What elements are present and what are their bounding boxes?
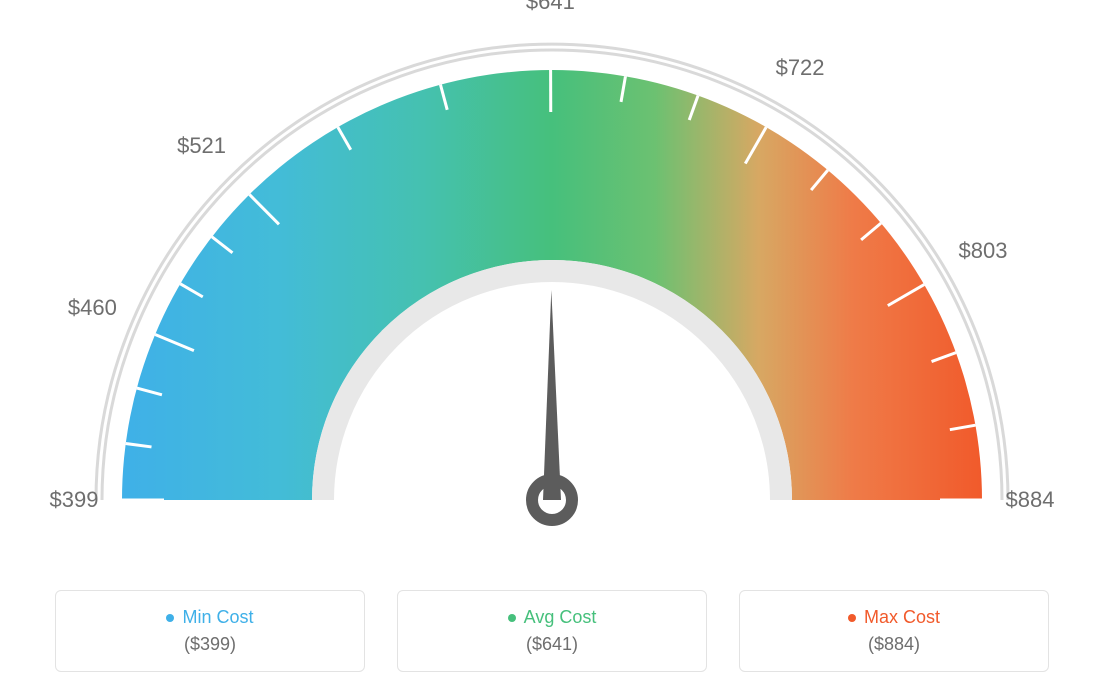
legend-title-text: Avg Cost: [524, 607, 597, 628]
legend-title: Avg Cost: [508, 607, 597, 628]
gauge-tick-label: $641: [526, 0, 575, 15]
gauge-tick-label: $399: [50, 487, 99, 513]
gauge-tick-label: $460: [68, 295, 117, 321]
gauge-tick-label: $722: [776, 55, 825, 81]
legend-dot-icon: [508, 614, 516, 622]
gauge-tick-label: $521: [177, 133, 226, 159]
gauge-chart: $399 $460 $521 $641 $722 $803 $884: [0, 0, 1104, 560]
legend-title-text: Min Cost: [182, 607, 253, 628]
legend-row: Min Cost ($399) Avg Cost ($641) Max Cost ($88…: [0, 590, 1104, 672]
legend-title-text: Max Cost: [864, 607, 940, 628]
gauge-svg: [0, 0, 1104, 560]
legend-title: Max Cost: [848, 607, 940, 628]
gauge-needle: [543, 290, 561, 500]
gauge-tick-label: $884: [1006, 487, 1055, 513]
legend-card: Avg Cost ($641): [397, 590, 707, 672]
legend-value: ($641): [526, 634, 578, 655]
legend-card: Min Cost ($399): [55, 590, 365, 672]
legend-dot-icon: [848, 614, 856, 622]
gauge-tick-label: $803: [959, 238, 1008, 264]
legend-dot-icon: [166, 614, 174, 622]
legend-title: Min Cost: [166, 607, 253, 628]
legend-card: Max Cost ($884): [739, 590, 1049, 672]
legend-value: ($884): [868, 634, 920, 655]
legend-value: ($399): [184, 634, 236, 655]
